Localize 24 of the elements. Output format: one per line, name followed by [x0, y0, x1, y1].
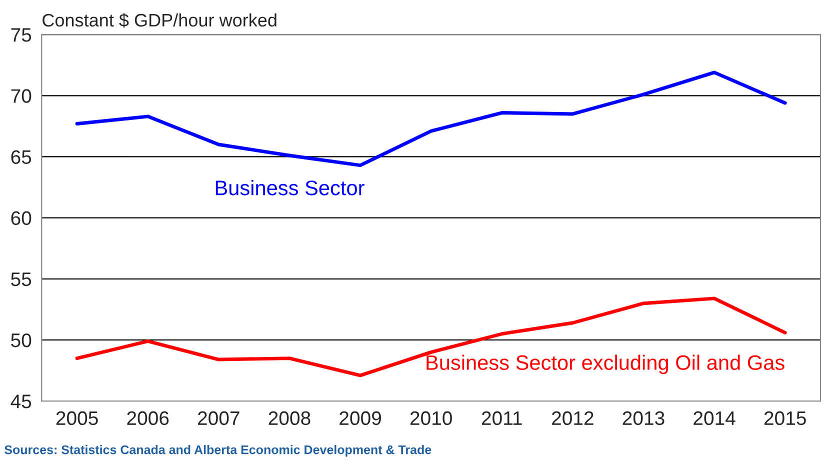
series-label: Business Sector excluding Oil and Gas — [426, 354, 784, 374]
y-tick-label: 60 — [11, 211, 32, 226]
x-tick-label: 2011 — [482, 411, 522, 426]
y-tick-label: 55 — [11, 272, 32, 286]
x-tick-label: 2015 — [764, 411, 806, 426]
x-tick-label: 2005 — [56, 411, 98, 426]
line-series — [75, 296, 787, 378]
x-tick-label: 2007 — [198, 411, 240, 426]
x-tick-label: 2010 — [410, 411, 452, 426]
y-tick-label: 70 — [11, 89, 32, 103]
y-tick-label: 45 — [10, 394, 32, 408]
line-series — [75, 70, 787, 168]
x-tick-label: 2013 — [622, 411, 664, 426]
y-axis-title: Constant $ GDP/hour worked — [42, 13, 276, 28]
source-note: Sources: Statistics Canada and Alberta Economic Development & Trade — [4, 445, 432, 457]
x-tick-label: 2009 — [340, 411, 381, 426]
series-label: Business Sector — [216, 180, 364, 196]
x-tick-label: 2006 — [127, 411, 169, 426]
y-tick-label: 65 — [11, 150, 32, 164]
x-tick-label: 2014 — [694, 411, 736, 426]
y-tick-label: 50 — [11, 333, 32, 348]
y-tick-label: 75 — [11, 28, 32, 42]
x-tick-label: 2008 — [268, 411, 310, 426]
x-tick-label: 2012 — [552, 411, 594, 426]
